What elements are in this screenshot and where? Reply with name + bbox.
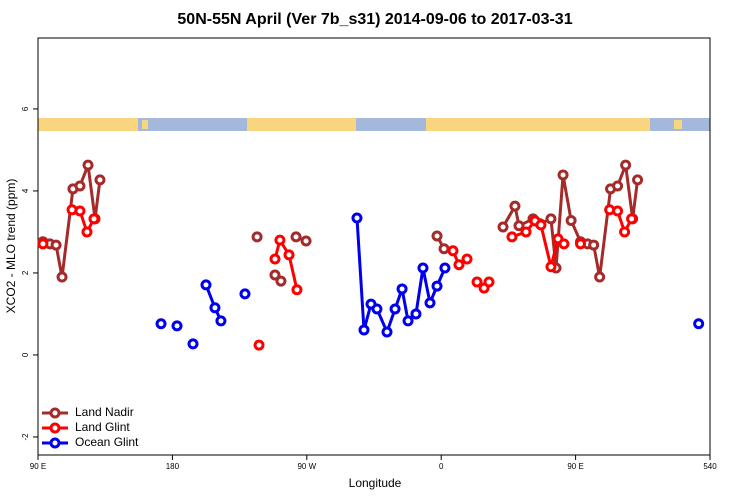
data-point: [171, 320, 183, 332]
data-point: [94, 174, 106, 186]
x-tick-label: 0: [439, 462, 444, 471]
land-band: [142, 120, 148, 129]
data-point: [389, 303, 401, 315]
data-point: [545, 213, 557, 225]
data-point: [693, 318, 705, 330]
data-point: [290, 231, 302, 243]
data-point: [431, 230, 443, 242]
legend-marker: [49, 422, 61, 434]
data-point: [557, 169, 569, 181]
data-point: [283, 249, 295, 261]
data-point: [453, 259, 465, 271]
data-point: [619, 226, 631, 238]
series-line: [273, 236, 299, 291]
data-point: [558, 238, 570, 250]
data-point: [447, 245, 459, 257]
data-point: [50, 239, 62, 251]
data-point: [513, 220, 525, 232]
data-point: [402, 315, 414, 327]
data-point: [269, 253, 281, 265]
data-point: [274, 234, 286, 246]
data-point: [251, 231, 263, 243]
y-tick-label: 2: [21, 270, 30, 275]
data-point: [594, 271, 606, 283]
data-point: [358, 324, 370, 336]
data-point: [626, 213, 638, 225]
data-point: [56, 271, 68, 283]
legend-marker: [49, 437, 61, 449]
data-point: [417, 262, 429, 274]
data-point: [612, 180, 624, 192]
data-point: [506, 231, 518, 243]
data-point: [300, 235, 312, 247]
x-tick-label: 90 W: [297, 462, 316, 471]
data-point: [269, 269, 281, 281]
chart-title: 50N-55N April (Ver 7b_s31) 2014-09-06 to…: [177, 11, 572, 28]
data-point: [497, 221, 509, 233]
plot-frame: [37, 37, 711, 456]
x-tick-label: 90 E: [567, 462, 583, 471]
data-point: [410, 308, 422, 320]
y-tick-label: 0: [21, 352, 30, 357]
data-point: [209, 302, 221, 314]
data-point: [483, 276, 495, 288]
data-point: [545, 261, 557, 273]
legend-label: Land Glint: [75, 420, 130, 434]
legend-marker: [49, 407, 61, 419]
data-point: [509, 200, 521, 212]
data-point: [81, 226, 93, 238]
data-point: [381, 326, 393, 338]
data-point: [535, 219, 547, 231]
land-ocean-strip: [38, 118, 710, 131]
x-tick-label: 90 E: [30, 462, 46, 471]
data-point: [351, 212, 363, 224]
data-point: [565, 214, 577, 226]
data-point: [239, 288, 251, 300]
legend-label: Land Nadir: [75, 405, 134, 419]
data-point: [291, 284, 303, 296]
data-point: [253, 339, 265, 351]
data-point: [275, 275, 287, 287]
data-point: [396, 283, 408, 295]
land-band: [38, 118, 138, 131]
data-point: [431, 280, 443, 292]
data-point: [461, 253, 473, 265]
data-point: [424, 297, 436, 309]
data-point: [200, 279, 212, 291]
x-tick-label: 180: [166, 462, 180, 471]
data-point: [588, 239, 600, 251]
legend-label: Ocean Glint: [75, 435, 139, 449]
data-point: [438, 243, 450, 255]
data-point: [612, 205, 624, 217]
data-point: [37, 238, 49, 250]
data-point: [74, 205, 86, 217]
data-point: [82, 159, 94, 171]
land-band: [247, 118, 356, 131]
data-point: [371, 303, 383, 315]
y-axis-label: XCO2 - MLO trend (ppm): [4, 179, 18, 314]
data-point: [439, 262, 451, 274]
data-point: [520, 226, 532, 238]
data-point: [632, 174, 644, 186]
data-point: [575, 238, 587, 250]
land-band: [426, 118, 650, 131]
data-point: [88, 213, 100, 225]
y-tick-label: 4: [21, 188, 30, 193]
y-tick-label: 6: [21, 106, 30, 111]
data-point: [215, 315, 227, 327]
data-point: [74, 180, 86, 192]
x-axis-label: Longitude: [349, 476, 402, 490]
data-point: [155, 318, 167, 330]
data-point: [187, 338, 199, 350]
data-point: [471, 276, 483, 288]
y-tick-label: -2: [21, 433, 30, 441]
data-point: [620, 159, 632, 171]
land-band: [674, 120, 682, 129]
x-tick-label: 540: [703, 462, 717, 471]
